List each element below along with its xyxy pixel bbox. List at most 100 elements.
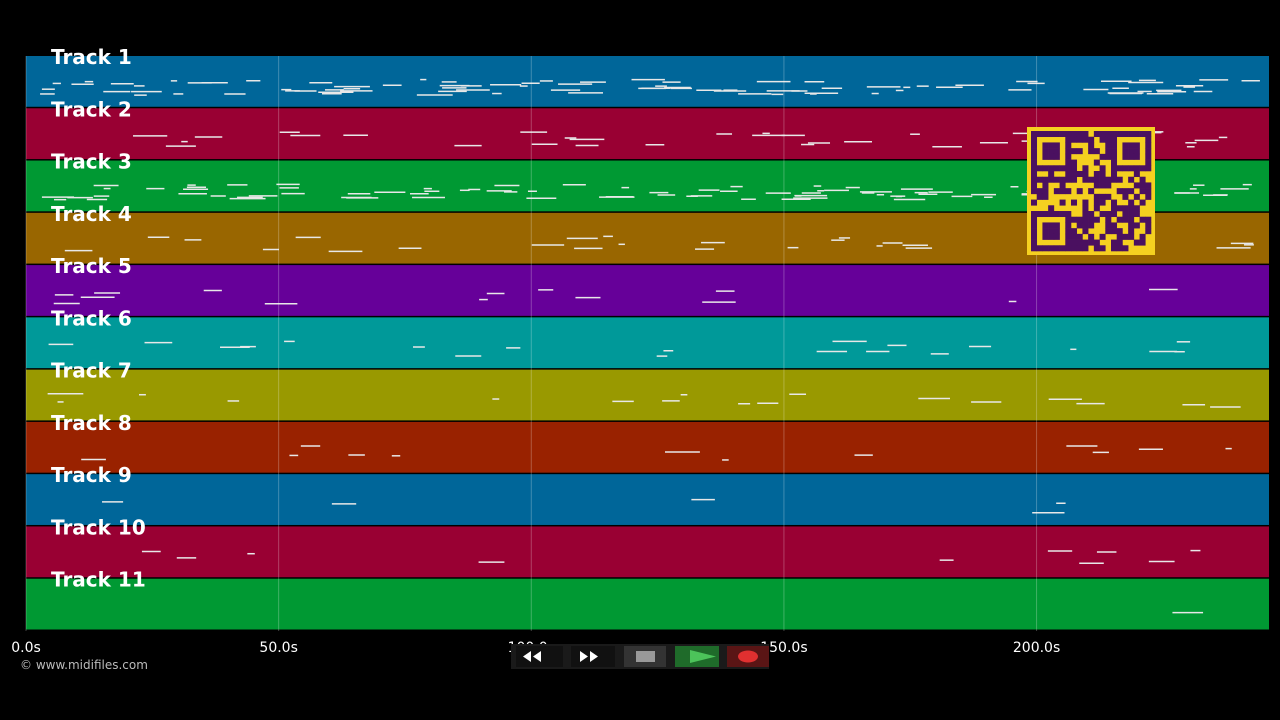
qr-cell (1122, 153, 1129, 160)
qr-cell (1059, 131, 1066, 138)
play-button[interactable] (675, 646, 719, 667)
qr-cell (1031, 188, 1038, 195)
qr-cell (1036, 211, 1043, 218)
qr-cell (1093, 182, 1100, 189)
track-band (26, 265, 1269, 316)
qr-cell (1088, 233, 1095, 240)
qr-cell (1105, 148, 1112, 155)
qr-cell (1099, 233, 1106, 240)
tick-label: 0.0s (11, 640, 41, 656)
qr-cell (1065, 228, 1072, 235)
qr-cell (1111, 148, 1118, 155)
qr-cell (1145, 159, 1152, 166)
qr-cell (1139, 131, 1146, 138)
tick-label: 200.0s (1013, 640, 1060, 656)
qr-cell (1116, 245, 1123, 252)
qr-cell (1059, 176, 1066, 183)
track-label: Track 5 (51, 254, 132, 278)
qr-cell (1031, 239, 1038, 246)
qr-cell (1088, 176, 1095, 183)
tick-label: 50.0s (259, 640, 297, 656)
qr-cell (1128, 131, 1135, 138)
qr-cell (1093, 239, 1100, 246)
qr-cell (1053, 142, 1060, 149)
qr-cell (1053, 148, 1060, 155)
qr-cell (1071, 245, 1078, 252)
qr-cell (1071, 165, 1078, 172)
track-label: Track 1 (51, 45, 132, 69)
qr-cell (1031, 159, 1038, 166)
qr-cell (1031, 245, 1038, 252)
qr-cell (1099, 176, 1106, 183)
record-button[interactable] (727, 646, 769, 667)
qr-cell (1122, 148, 1129, 155)
qr-cell (1088, 216, 1095, 223)
qr-cell (1145, 153, 1152, 160)
qr-cell (1122, 131, 1129, 138)
qr-cell (1116, 228, 1123, 235)
qr-cell (1133, 142, 1140, 149)
qr-cell (1031, 148, 1038, 155)
qr-cell (1128, 211, 1135, 218)
qr-cell (1076, 188, 1083, 195)
qr-cell (1116, 131, 1123, 138)
qr-cell (1082, 165, 1089, 172)
play-icon (690, 650, 716, 663)
qr-cell (1145, 165, 1152, 172)
qr-cell (1088, 239, 1095, 246)
qr-cell (1053, 211, 1060, 218)
qr-cell (1145, 188, 1152, 195)
qr-cell (1082, 228, 1089, 235)
qr-cell (1053, 245, 1060, 252)
qr-cell (1088, 136, 1095, 143)
qr-cell (1071, 176, 1078, 183)
qr-cell (1031, 216, 1038, 223)
qr-cell (1042, 233, 1049, 240)
qr-cell (1065, 165, 1072, 172)
forward-button[interactable] (571, 646, 615, 667)
qr-cell (1122, 211, 1129, 218)
forward-icon (580, 651, 598, 662)
track-label: Track 4 (51, 202, 132, 226)
track-band (26, 526, 1269, 578)
stop-button[interactable] (624, 646, 666, 667)
qr-cell (1099, 182, 1106, 189)
qr-cell (1053, 222, 1060, 229)
qr-cell (1099, 193, 1106, 200)
rewind-button[interactable] (516, 646, 563, 667)
qr-cell (1128, 199, 1135, 206)
qr-cell (1133, 205, 1140, 212)
qr-cell (1111, 239, 1118, 246)
track-band (26, 317, 1269, 369)
qr-cell (1065, 171, 1072, 178)
qr-cell (1133, 239, 1140, 246)
qr-cell (1048, 228, 1055, 235)
qr-cell (1093, 199, 1100, 206)
qr-cell (1105, 216, 1112, 223)
qr-cell (1053, 153, 1060, 160)
tick-label: 150.0s (760, 640, 807, 656)
qr-cell (1111, 153, 1118, 160)
qr-cell (1111, 228, 1118, 235)
qr-cell (1031, 211, 1038, 218)
qr-cell (1145, 222, 1152, 229)
qr-cell (1042, 176, 1049, 183)
qr-cell (1088, 142, 1095, 149)
track-labels: Track 1 Track 2 Track 3 Track 4 Track 5 Track… (51, 45, 146, 592)
qr-cell (1042, 193, 1049, 200)
qr-cell (1133, 131, 1140, 138)
qr-cell (1111, 136, 1118, 143)
qr-cell (1048, 233, 1055, 240)
qr-cell (1071, 159, 1078, 166)
qr-cell (1145, 142, 1152, 149)
qr-cell (1042, 228, 1049, 235)
qr-cell (1065, 176, 1072, 183)
qr-cell (1082, 222, 1089, 229)
qr-cell (1065, 239, 1072, 246)
qr-cell (1111, 205, 1118, 212)
track-band (26, 421, 1269, 473)
qr-cell (1105, 131, 1112, 138)
qr-cell (1082, 176, 1089, 183)
qr-cell (1036, 188, 1043, 195)
qr-cell (1065, 153, 1072, 160)
